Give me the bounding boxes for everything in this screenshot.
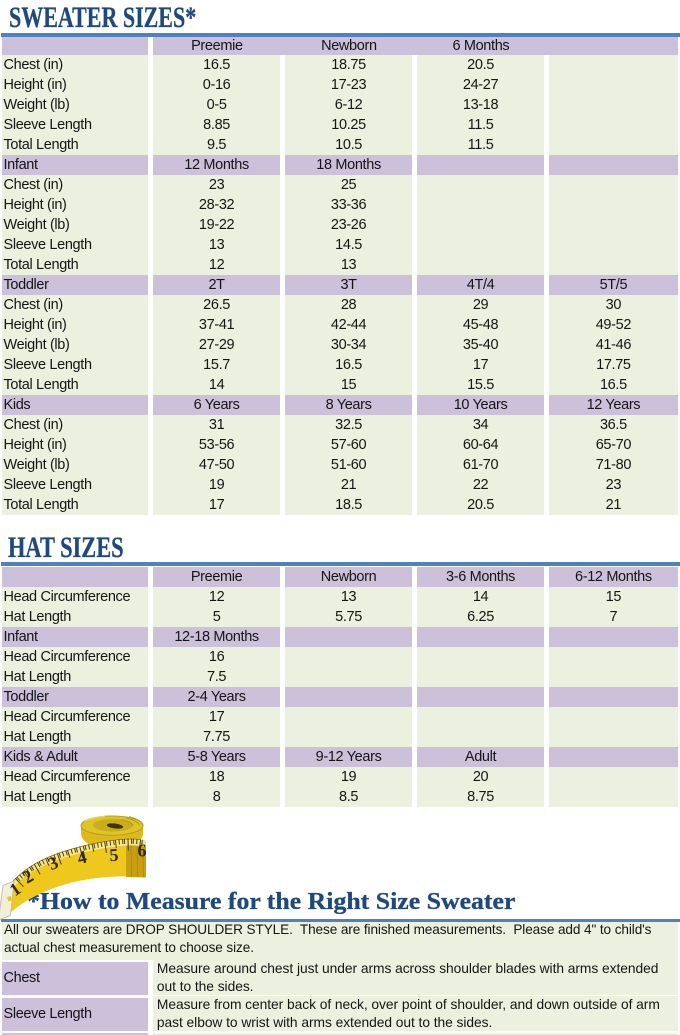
svg-text:4: 4 [76,847,89,868]
svg-text:5: 5 [109,845,119,866]
svg-text:6: 6 [138,841,147,861]
